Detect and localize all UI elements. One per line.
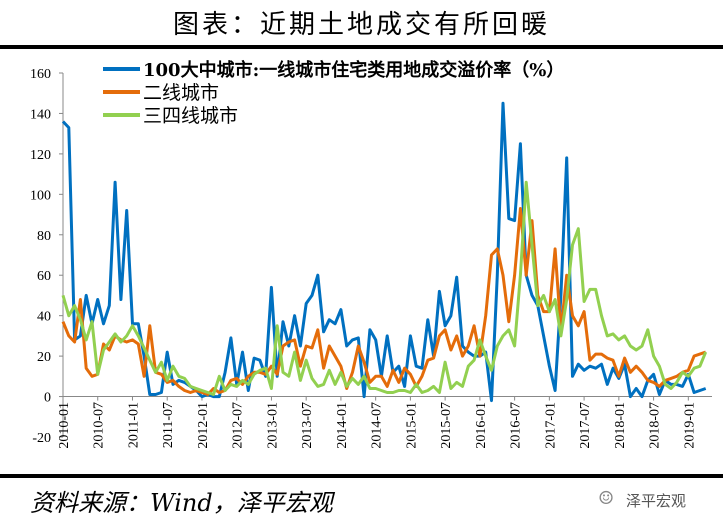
top-rule: [0, 45, 723, 49]
x-tick-label: 2012-01: [196, 402, 211, 449]
x-tick-label: 2016-07: [509, 402, 524, 449]
y-tick-label: 20: [37, 350, 51, 365]
bottom-rule: [0, 474, 723, 478]
wechat-icon: ☺: [598, 488, 615, 509]
x-tick-label: 2013-07: [300, 402, 315, 449]
x-tick-label: 2018-01: [613, 402, 628, 449]
x-tick-label: 2014-07: [370, 402, 385, 449]
y-tick-label: 80: [37, 229, 51, 244]
source-note: 资料来源：Wind，泽平宏观: [30, 489, 333, 517]
x-tick-label: 2010-01: [57, 402, 72, 449]
x-tick-label: 2019-01: [682, 402, 697, 449]
x-tick-label: 2015-07: [439, 402, 454, 449]
legend-label-1: 100大中城市:一线城市住宅类用地成交溢价率（%）: [143, 59, 564, 81]
legend-label-2: 二线城市: [143, 82, 219, 104]
series-line-1: [61, 101, 707, 403]
y-tick-label: 100: [30, 188, 51, 203]
x-tick-label: 2013-01: [265, 402, 280, 449]
y-tick-label: -20: [32, 431, 51, 446]
y-tick-label: 120: [30, 148, 51, 163]
x-tick-label: 2014-01: [335, 402, 350, 449]
x-tick-label: 2016-01: [474, 402, 489, 449]
series-line-3: [61, 180, 708, 396]
x-tick-label: 2018-07: [648, 402, 663, 449]
legend-label-3: 三四线城市: [143, 105, 238, 127]
page-title: 图表：近期土地成交有所回暖: [172, 10, 550, 40]
x-tick-label: 2010-07: [92, 402, 107, 449]
y-tick-label: 40: [37, 310, 51, 325]
y-tick-label: 0: [44, 391, 51, 406]
x-tick-label: 2017-01: [543, 402, 558, 449]
y-tick-label: 140: [30, 107, 51, 122]
x-tick-label: 2011-07: [161, 402, 176, 448]
x-tick-label: 2015-01: [404, 402, 419, 449]
y-tick-label: 60: [37, 269, 51, 284]
series-line-2: [61, 207, 707, 396]
x-tick-label: 2017-07: [578, 402, 593, 449]
x-tick-label: 2011-01: [126, 402, 141, 448]
brand-watermark: 泽平宏观: [626, 492, 687, 510]
x-tick-label: 2012-07: [231, 402, 246, 449]
y-tick-label: 160: [30, 67, 51, 82]
